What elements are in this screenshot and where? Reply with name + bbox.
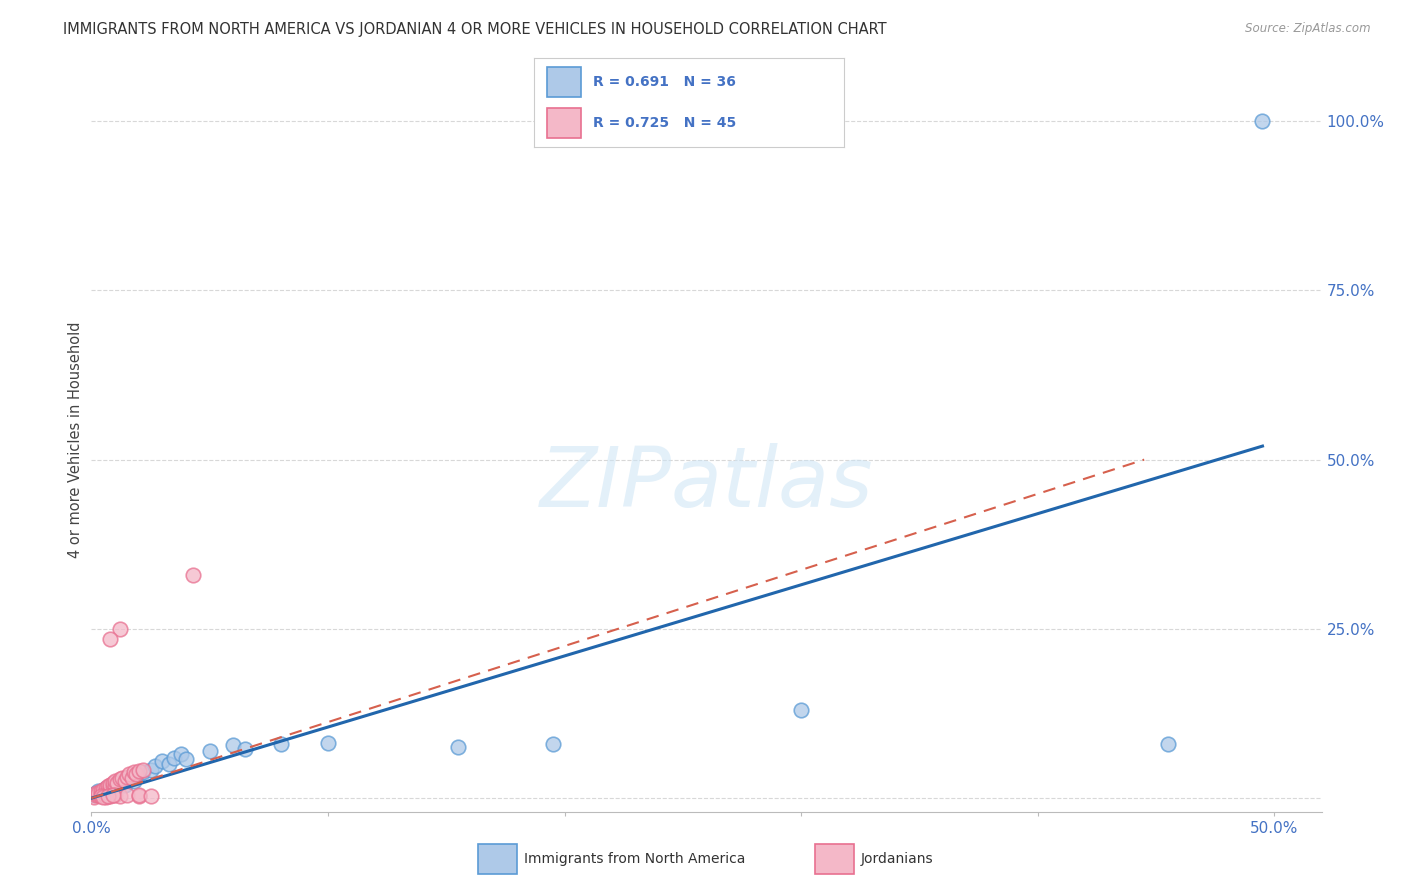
Point: [118, 767, 141, 781]
Text: Source: ZipAtlas.com: Source: ZipAtlas.com: [1246, 22, 1371, 36]
Point: [121, 771, 143, 785]
Point: [101, 780, 124, 795]
Point: [90, 787, 112, 801]
Point: [181, 567, 204, 582]
Text: R = 0.691   N = 36: R = 0.691 N = 36: [593, 75, 735, 89]
Point: [270, 737, 292, 751]
Text: Immigrants from North America: Immigrants from North America: [524, 852, 745, 865]
Point: [107, 776, 129, 790]
Point: [101, 776, 124, 790]
Point: [115, 770, 138, 784]
Point: [97, 782, 120, 797]
Point: [84, 786, 107, 800]
Point: [97, 783, 120, 797]
Point: [541, 737, 564, 751]
Point: [128, 764, 150, 778]
Point: [98, 778, 121, 792]
Point: [115, 789, 138, 803]
Point: [125, 770, 148, 784]
Bar: [547, 108, 581, 138]
Point: [91, 786, 114, 800]
Point: [90, 784, 112, 798]
Point: [143, 758, 166, 772]
Point: [139, 763, 162, 777]
Point: [111, 774, 134, 789]
Point: [107, 779, 129, 793]
Bar: [478, 844, 517, 874]
Point: [118, 771, 141, 785]
Point: [1157, 737, 1180, 751]
Point: [94, 789, 117, 804]
Point: [91, 789, 114, 804]
Point: [94, 784, 117, 798]
Point: [174, 752, 197, 766]
Point: [91, 783, 114, 797]
Point: [114, 778, 136, 792]
Point: [83, 788, 105, 802]
Point: [447, 740, 470, 755]
Text: ZIPatlas: ZIPatlas: [540, 443, 873, 524]
Point: [108, 772, 131, 787]
Point: [125, 767, 148, 781]
Text: IMMIGRANTS FROM NORTH AMERICA VS JORDANIAN 4 OR MORE VEHICLES IN HOUSEHOLD CORRE: IMMIGRANTS FROM NORTH AMERICA VS JORDANI…: [63, 22, 887, 37]
Point: [101, 789, 124, 803]
Point: [114, 774, 136, 789]
Point: [128, 767, 150, 781]
Point: [97, 779, 120, 793]
Y-axis label: 4 or more Vehicles in Household: 4 or more Vehicles in Household: [67, 321, 83, 558]
Point: [115, 772, 138, 787]
Point: [316, 736, 339, 750]
Point: [90, 787, 112, 801]
Point: [104, 774, 127, 789]
Point: [163, 750, 186, 764]
Point: [790, 703, 813, 717]
Point: [132, 765, 155, 780]
Point: [122, 765, 145, 780]
Point: [104, 778, 127, 792]
Point: [128, 789, 150, 804]
Point: [1251, 114, 1274, 128]
Text: R = 0.725   N = 45: R = 0.725 N = 45: [593, 116, 737, 130]
Point: [122, 774, 145, 789]
Point: [98, 789, 121, 804]
Point: [91, 783, 114, 797]
Point: [198, 744, 221, 758]
Point: [233, 742, 256, 756]
Point: [139, 789, 162, 804]
Point: [98, 632, 121, 646]
Point: [97, 789, 120, 804]
Point: [94, 780, 117, 795]
Point: [108, 789, 131, 804]
Point: [87, 788, 110, 802]
Point: [84, 787, 107, 801]
Point: [87, 786, 110, 800]
Point: [111, 771, 134, 785]
Point: [90, 789, 112, 804]
Point: [132, 763, 155, 777]
Point: [84, 789, 107, 803]
Bar: [547, 67, 581, 97]
Point: [150, 754, 173, 768]
Point: [101, 779, 124, 793]
Point: [94, 780, 117, 795]
Bar: [815, 844, 855, 874]
Point: [222, 739, 245, 753]
Point: [87, 784, 110, 798]
Point: [159, 757, 181, 772]
Point: [83, 789, 105, 804]
Point: [98, 779, 121, 793]
Point: [104, 778, 127, 792]
Point: [108, 622, 131, 636]
Point: [128, 788, 150, 802]
Point: [170, 747, 193, 761]
Point: [104, 789, 127, 803]
Point: [98, 780, 121, 795]
Point: [108, 776, 131, 790]
Text: Jordanians: Jordanians: [860, 852, 934, 865]
